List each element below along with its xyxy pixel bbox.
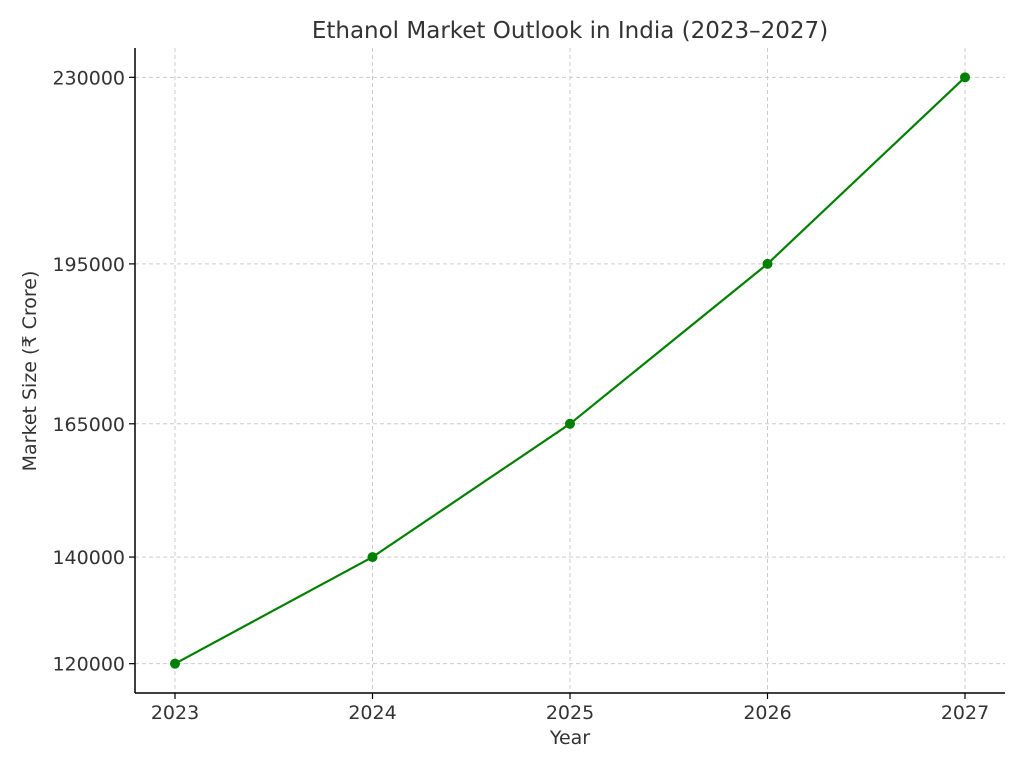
- x-tick-label: 2025: [546, 702, 594, 724]
- x-tick-label: 2023: [151, 702, 199, 724]
- data-point: [762, 258, 773, 269]
- x-axis-label: Year: [549, 727, 590, 749]
- data-point: [565, 418, 575, 429]
- y-tick-label: 140000: [52, 547, 125, 569]
- x-tick-label: 2027: [941, 702, 989, 724]
- chart-title: Ethanol Market Outlook in India (2023–20…: [312, 18, 828, 44]
- data-point: [367, 552, 378, 563]
- grid: [135, 48, 1005, 693]
- data-point: [170, 658, 180, 669]
- y-tick-label: 195000: [52, 254, 125, 276]
- x-tick-label: 2024: [348, 702, 396, 724]
- y-tick-label: 165000: [52, 414, 125, 436]
- y-tick-label: 230000: [52, 67, 125, 89]
- series: [170, 72, 970, 669]
- ticks: 2023 2024 2025 2026 2027 120000 140000 165000 19…: [52, 67, 989, 724]
- data-point: [960, 72, 970, 83]
- y-tick-label: 120000: [52, 654, 125, 676]
- x-tick-label: 2026: [743, 702, 791, 724]
- y-axis-label: Market Size (₹ Crore): [19, 271, 41, 472]
